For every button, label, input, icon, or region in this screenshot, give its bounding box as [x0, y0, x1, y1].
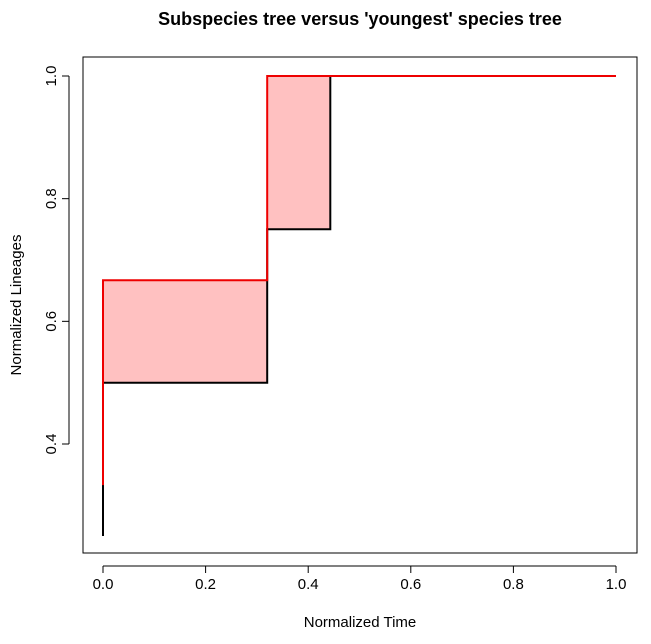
y-axis-label: Normalized Lineages [8, 235, 25, 376]
x-axis: 0.0 0.2 0.4 0.6 0.8 1.0 [93, 565, 627, 593]
y-tick-label: 0.8 [43, 188, 60, 209]
difference-fill [103, 76, 616, 536]
x-tick-label: 0.2 [195, 576, 216, 593]
x-tick-label: 1.0 [606, 576, 627, 593]
plot-frame [82, 56, 638, 554]
x-axis-label: Normalized Time [304, 614, 417, 631]
x-tick-label: 0.8 [503, 576, 524, 593]
y-tick-label: 1.0 [43, 66, 60, 87]
y-tick-label: 0.6 [43, 311, 60, 332]
x-tick-label: 0.0 [93, 576, 114, 593]
chart-title: Subspecies tree versus 'youngest' specie… [158, 9, 562, 29]
x-tick-label: 0.6 [400, 576, 421, 593]
series-layer [102, 75, 616, 536]
series-line-red [102, 75, 616, 486]
y-axis: 0.4 0.6 0.8 1.0 [43, 66, 70, 455]
y-tick-label: 0.4 [43, 434, 60, 455]
difference-fill-layer [103, 76, 616, 536]
x-tick-label: 0.4 [298, 576, 319, 593]
